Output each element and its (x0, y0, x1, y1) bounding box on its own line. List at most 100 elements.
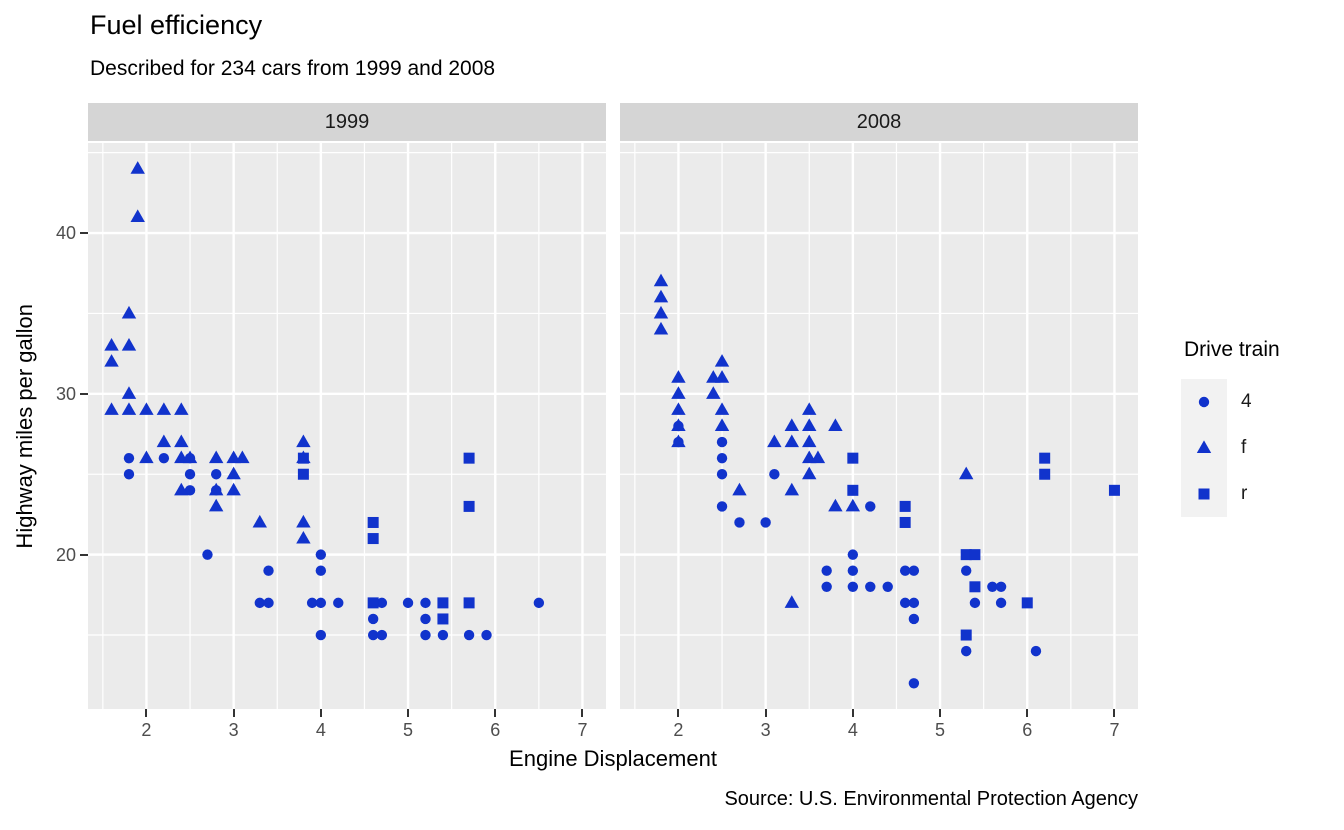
x-tick-mark (145, 709, 148, 717)
x-tick-mark (494, 709, 497, 717)
data-point-4 (995, 597, 1007, 609)
data-point-4 (402, 597, 414, 609)
data-point-r (297, 468, 309, 480)
data-point-4 (847, 581, 859, 592)
x-tick-mark (581, 709, 584, 717)
data-point-f (235, 450, 250, 464)
data-point-r (437, 613, 449, 625)
x-tick-label: 4 (315, 720, 326, 740)
data-point-4 (716, 469, 728, 480)
data-point-4 (420, 629, 431, 641)
data-point-4 (961, 565, 972, 576)
data-point-4 (821, 581, 832, 592)
data-point-4 (847, 549, 859, 560)
data-point-4 (158, 452, 170, 464)
data-point-f (714, 370, 730, 383)
data-point-f (252, 514, 267, 528)
data-point-4 (760, 517, 771, 528)
data-point-f (653, 321, 669, 335)
chart-subtitle: Described for 234 cars from 1999 and 200… (90, 57, 496, 80)
data-point-f (208, 482, 224, 496)
data-point-r (463, 452, 475, 464)
data-point-4 (263, 597, 274, 609)
legend-label: 4 (1241, 391, 1252, 412)
data-point-r (1039, 452, 1051, 464)
data-point-f (296, 514, 311, 528)
data-point-f (802, 466, 817, 480)
facet-strip-label: 2008 (856, 110, 902, 133)
data-point-4 (376, 597, 388, 609)
data-point-4 (463, 629, 475, 641)
x-tick-label: 7 (1109, 720, 1120, 740)
data-point-4 (315, 565, 327, 576)
data-point-f (732, 482, 747, 496)
data-point-4 (437, 629, 449, 641)
data-point-f (296, 434, 311, 448)
data-point-r (899, 500, 911, 512)
data-point-f (226, 466, 241, 480)
data-point-4 (821, 565, 832, 576)
data-point-4 (847, 565, 859, 576)
data-point-4 (899, 565, 911, 576)
data-point-4 (734, 517, 745, 528)
data-point-4 (367, 629, 379, 641)
data-point-4 (315, 549, 327, 560)
data-point-f (784, 418, 799, 431)
data-point-f (802, 418, 817, 431)
data-point-4 (716, 436, 728, 448)
x-tick-label: 6 (490, 720, 501, 740)
facet-panel-1999 (88, 143, 606, 709)
x-tick-label: 2 (673, 720, 684, 740)
data-point-4 (908, 678, 920, 689)
data-point-f (706, 386, 721, 399)
legend-title: Drive train (1184, 338, 1280, 361)
data-point-f (653, 289, 669, 303)
data-point-f (767, 434, 782, 448)
data-point-4 (202, 549, 213, 560)
data-point-r (297, 452, 309, 464)
x-tick-mark (764, 709, 767, 717)
data-point-f (810, 450, 826, 464)
data-point-f (784, 434, 799, 448)
data-point-f (784, 595, 799, 608)
data-point-f (828, 418, 843, 431)
data-point-r (847, 484, 859, 496)
data-point-f (714, 402, 730, 415)
data-point-r (367, 533, 379, 545)
facet-panel-2008 (620, 143, 1138, 709)
data-point-r (1039, 468, 1051, 480)
data-point-f (671, 386, 686, 399)
data-point-4 (987, 581, 998, 592)
data-point-4 (865, 581, 876, 592)
data-point-f (182, 450, 198, 464)
data-point-f (121, 402, 137, 415)
data-point-r (969, 581, 981, 593)
data-point-r (960, 549, 972, 561)
data-point-4 (716, 501, 728, 512)
data-point-4 (315, 597, 327, 609)
data-point-4 (210, 469, 222, 480)
data-point-f (121, 386, 137, 399)
data-point-f (671, 370, 686, 383)
data-point-4 (995, 581, 1007, 592)
data-point-f (959, 466, 974, 480)
data-point-r (463, 597, 475, 609)
x-tick-label: 7 (577, 720, 588, 740)
data-point-4 (769, 469, 780, 480)
x-tick-mark (319, 709, 322, 717)
data-point-f (130, 161, 145, 174)
x-tick-label: 3 (760, 720, 771, 740)
data-point-f (802, 434, 817, 448)
data-point-f (671, 418, 686, 431)
y-tick-label: 20 (55, 544, 76, 565)
data-point-f (121, 305, 137, 319)
legend-glyph-circle (1198, 396, 1210, 408)
data-point-4 (367, 613, 379, 625)
data-point-4 (254, 597, 265, 609)
x-tick-label: 4 (847, 720, 858, 740)
data-point-4 (123, 469, 135, 480)
x-tick-label: 5 (403, 720, 414, 740)
data-point-f (208, 498, 224, 512)
data-point-f (174, 482, 189, 496)
data-point-4 (333, 597, 344, 609)
